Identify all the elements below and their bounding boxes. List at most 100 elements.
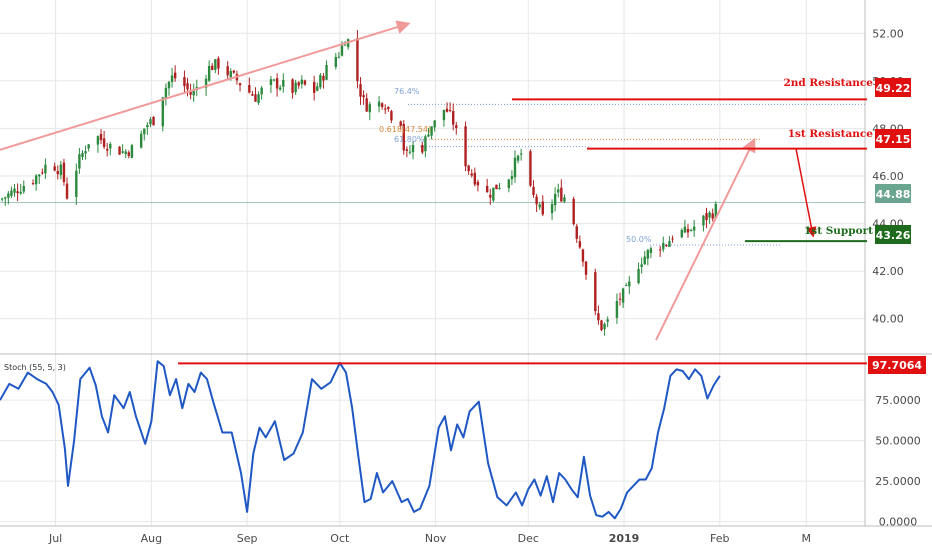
candle-body: [13, 188, 16, 193]
candle-body: [702, 215, 705, 226]
candle-body: [668, 241, 671, 247]
fib-label-618: 0.618(47.54): [379, 125, 431, 134]
tag-first-resistance-value: 47.15: [876, 133, 911, 146]
candle-body: [365, 98, 368, 112]
tag-second-resistance: 49.22: [875, 78, 911, 97]
candle-body: [121, 151, 124, 153]
candle-body: [507, 179, 511, 189]
candle-body: [81, 152, 84, 158]
candle-body: [16, 191, 19, 194]
candle-body: [362, 95, 365, 98]
candle-body: [204, 78, 208, 88]
candle-body: [597, 313, 600, 321]
tag-current-price: 44.88: [875, 184, 911, 203]
tag-first-support-box: [875, 225, 911, 244]
candle-body: [637, 269, 640, 284]
candle-body: [510, 176, 514, 180]
candle-body: [377, 101, 381, 107]
candle-body: [448, 110, 452, 112]
time-axis: Jul Aug Sep Oct Nov Dec 2019 Feb M: [48, 532, 811, 545]
time-tick-label: Jul: [48, 532, 62, 545]
candle-body: [424, 136, 427, 152]
time-tick-label: Dec: [518, 532, 539, 545]
candle-body: [294, 82, 297, 93]
candle-body: [22, 185, 25, 192]
candle-body: [130, 145, 134, 159]
price-tick-label: 46.00: [872, 170, 904, 183]
target-arrow: [795, 148, 817, 238]
tag-second-resistance-box: [875, 78, 911, 97]
candle-body: [192, 89, 195, 96]
candle-body: [99, 133, 103, 141]
candle-body: [316, 86, 319, 91]
candle-body: [325, 64, 328, 80]
candle-body: [217, 58, 220, 69]
candle-body: [207, 65, 211, 81]
candle-body: [692, 226, 696, 231]
candle-body: [498, 187, 501, 189]
candle-body: [557, 189, 560, 193]
tag-first-support-value: 43.26: [876, 229, 911, 242]
candle-body: [615, 300, 619, 318]
candle-body: [572, 198, 575, 225]
tag-first-support: 43.26: [875, 225, 911, 244]
time-tick-label: M: [802, 532, 812, 545]
candle-body: [38, 174, 41, 177]
candlestick-series: [0, 30, 717, 336]
candle-body: [356, 38, 359, 82]
candle-body: [143, 128, 146, 135]
candle-body: [662, 242, 665, 250]
tag-current-price-box: [875, 184, 911, 203]
candle-body: [649, 248, 653, 253]
tag-stoch-current-box: [868, 356, 926, 374]
stoch-tick-label: 0.0000: [879, 516, 918, 529]
stoch-tick-label: 50.0000: [875, 435, 921, 448]
candle-body: [322, 75, 325, 81]
candle-body: [118, 146, 121, 155]
candle-body: [560, 187, 563, 202]
candle-body: [84, 151, 87, 154]
candle-body: [455, 125, 458, 129]
candle-body: [665, 245, 668, 247]
candle-body: [139, 133, 143, 148]
candle-body: [334, 56, 338, 67]
candle-body: [411, 145, 415, 153]
candle-body: [226, 66, 229, 76]
candle-body: [529, 151, 532, 186]
candle-body: [628, 281, 631, 287]
candle-body: [538, 204, 541, 208]
candle-body: [343, 44, 347, 46]
candle-body: [535, 196, 538, 205]
candle-body: [624, 284, 628, 286]
candle-body: [399, 121, 402, 126]
price-tick-label: 42.00: [872, 265, 904, 278]
candle-body: [442, 109, 446, 121]
candle-body: [516, 155, 520, 161]
tag-stoch-current: 97.7064: [868, 356, 926, 374]
candle-body: [473, 172, 477, 185]
candle-body: [643, 256, 646, 265]
candle-body: [421, 145, 424, 153]
candle-body: [214, 59, 217, 70]
second-resistance-label: 2nd Resistance: [783, 77, 873, 89]
candle-body: [646, 250, 650, 259]
candle-body: [31, 183, 35, 185]
stochastic-pane: [0, 360, 867, 520]
tag-current-price-value: 44.88: [876, 188, 911, 201]
candle-body: [541, 201, 544, 215]
candle-body: [319, 75, 322, 88]
stoch-tick-label: 75.0000: [875, 394, 921, 407]
time-tick-label: 2019: [609, 532, 640, 545]
candle-body: [489, 194, 492, 198]
candle-body: [149, 119, 152, 125]
candle-body: [513, 157, 517, 178]
candle-body: [594, 272, 597, 312]
candle-body: [492, 187, 495, 201]
candle-body: [124, 151, 127, 154]
candle-body: [584, 261, 588, 275]
price-tick-label: 40.00: [872, 313, 904, 326]
candle-body: [408, 151, 412, 153]
candle-body: [390, 111, 393, 121]
uptrend-line: [0, 20, 411, 151]
